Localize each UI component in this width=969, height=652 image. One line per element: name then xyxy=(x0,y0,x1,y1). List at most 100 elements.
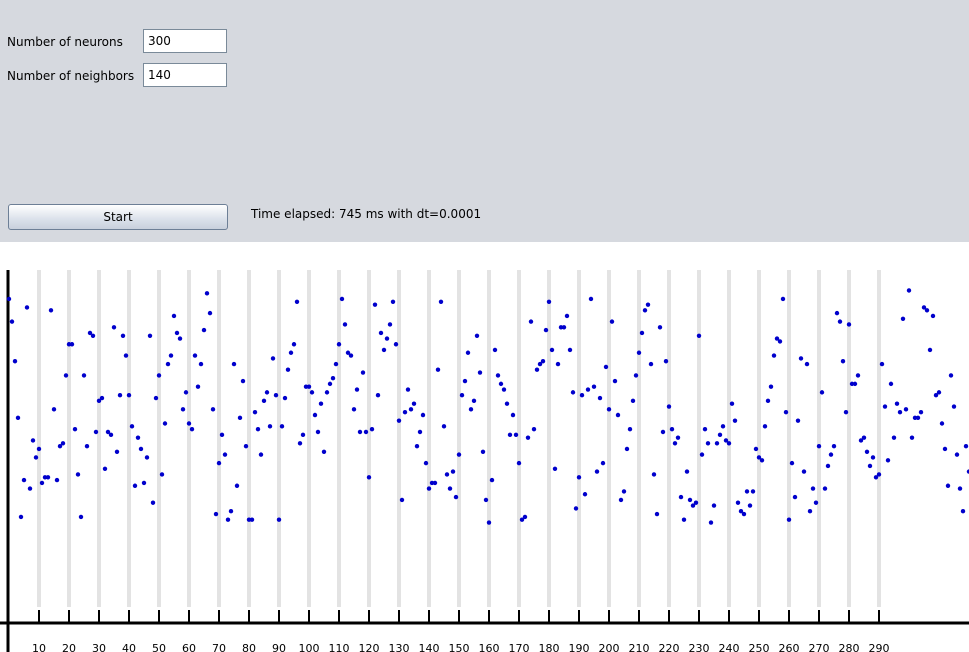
data-point-311 xyxy=(939,421,945,426)
data-point-268 xyxy=(810,486,816,491)
data-point-110 xyxy=(336,342,342,347)
control-panel: Number of neurons Number of neighbors St… xyxy=(0,0,969,242)
data-point-13 xyxy=(45,475,51,480)
data-point-234 xyxy=(708,520,714,525)
data-point-151 xyxy=(459,393,465,398)
data-point-132 xyxy=(402,409,408,415)
data-point-192 xyxy=(582,492,588,497)
data-point-178 xyxy=(540,359,546,364)
data-point-90 xyxy=(276,517,282,522)
data-point-284 xyxy=(858,438,864,443)
data-point-6 xyxy=(24,305,30,310)
data-point-235 xyxy=(711,503,717,508)
data-point-150 xyxy=(456,452,462,457)
data-point-52 xyxy=(162,421,168,426)
data-point-179 xyxy=(543,327,549,333)
data-point-75 xyxy=(231,361,237,367)
data-point-109 xyxy=(333,361,339,367)
x-tick-label-50: 50 xyxy=(152,642,166,652)
neighbors-input[interactable] xyxy=(143,63,227,87)
data-point-251 xyxy=(759,458,765,463)
data-point-182 xyxy=(552,466,558,471)
data-point-265 xyxy=(801,469,807,474)
data-point-221 xyxy=(669,426,675,432)
data-point-137 xyxy=(417,429,423,435)
data-point-196 xyxy=(594,469,600,474)
data-point-252 xyxy=(762,424,768,429)
data-point-271 xyxy=(819,390,825,395)
data-point-19 xyxy=(63,373,69,378)
data-point-314 xyxy=(948,373,954,378)
data-point-25 xyxy=(81,373,87,378)
data-point-142 xyxy=(432,480,438,486)
start-button[interactable]: Start xyxy=(8,204,228,230)
data-point-208 xyxy=(630,398,636,404)
data-point-218 xyxy=(660,429,666,435)
data-point-134 xyxy=(408,407,414,412)
data-point-39 xyxy=(123,353,129,358)
data-point-37 xyxy=(117,393,123,398)
data-point-87 xyxy=(267,424,273,429)
data-point-11 xyxy=(39,480,45,486)
data-point-58 xyxy=(180,407,186,412)
neurons-input[interactable] xyxy=(143,29,227,53)
data-point-188 xyxy=(570,390,576,395)
data-point-315 xyxy=(951,404,957,409)
data-point-280 xyxy=(846,322,852,327)
data-point-201 xyxy=(609,319,615,324)
data-point-250 xyxy=(756,455,762,460)
data-point-292 xyxy=(882,404,888,409)
data-point-131 xyxy=(399,497,405,503)
data-point-73 xyxy=(225,517,231,522)
data-point-56 xyxy=(174,330,180,336)
data-point-203 xyxy=(615,412,621,418)
data-point-206 xyxy=(624,446,630,452)
data-point-105 xyxy=(321,449,327,454)
data-point-225 xyxy=(681,517,687,522)
data-point-249 xyxy=(753,446,759,452)
scatter-chart: 10 20 30 40 50 60 70 80 90 100 110 120 130 140 150 160 1… xyxy=(0,270,969,652)
data-point-245 xyxy=(741,511,747,517)
data-point-15 xyxy=(51,407,57,412)
data-point-317 xyxy=(957,486,963,491)
data-point-97 xyxy=(297,441,303,446)
data-point-293 xyxy=(885,458,891,463)
data-point-100 xyxy=(306,384,312,389)
data-point-298 xyxy=(900,316,906,321)
data-point-297 xyxy=(897,409,903,415)
data-point-48 xyxy=(150,500,156,505)
data-point-107 xyxy=(327,381,333,387)
data-point-157 xyxy=(477,370,483,375)
data-point-118 xyxy=(360,370,366,375)
data-point-205 xyxy=(621,489,627,494)
data-point-130 xyxy=(396,418,402,423)
data-point-214 xyxy=(648,361,654,367)
data-point-4 xyxy=(18,514,24,520)
data-point-149 xyxy=(453,494,459,500)
data-point-306 xyxy=(924,308,930,313)
data-point-3 xyxy=(15,415,21,421)
data-point-282 xyxy=(852,381,858,387)
data-point-190 xyxy=(576,475,582,480)
data-point-111 xyxy=(339,296,345,302)
x-tick-label-120: 120 xyxy=(359,642,380,652)
data-point-295 xyxy=(891,435,897,440)
x-tick-label-60: 60 xyxy=(182,642,196,652)
data-point-171 xyxy=(519,517,525,522)
data-points xyxy=(6,288,969,525)
data-point-156 xyxy=(474,333,480,338)
data-point-162 xyxy=(492,347,498,353)
data-point-241 xyxy=(729,401,735,406)
data-point-274 xyxy=(828,452,834,457)
data-point-185 xyxy=(561,325,567,330)
data-point-276 xyxy=(834,310,840,316)
data-point-257 xyxy=(777,339,783,344)
data-point-38 xyxy=(120,333,126,338)
data-point-113 xyxy=(345,350,351,355)
data-point-128 xyxy=(390,299,396,305)
data-point-169 xyxy=(513,432,519,438)
data-point-303 xyxy=(915,415,921,421)
data-point-53 xyxy=(165,361,171,367)
data-point-248 xyxy=(750,489,756,494)
data-point-129 xyxy=(393,342,399,347)
